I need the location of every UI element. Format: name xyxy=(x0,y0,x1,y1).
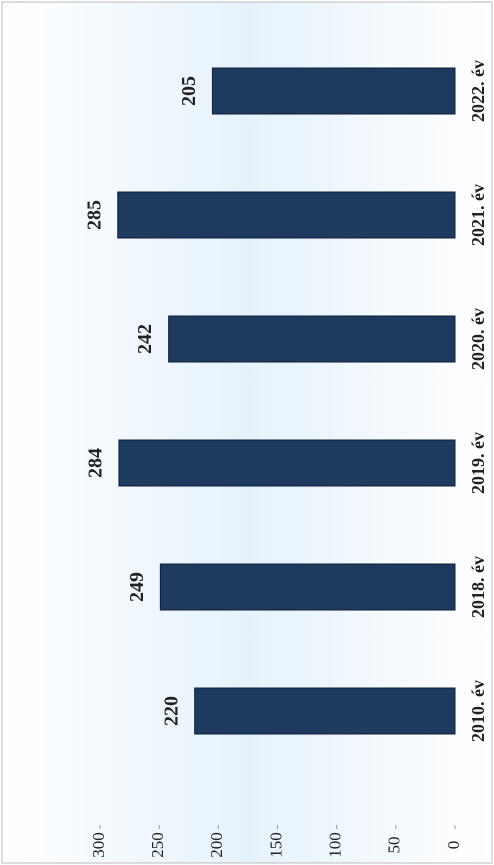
value-label: 205 xyxy=(178,76,200,106)
y-tick-label: 100 xyxy=(326,832,345,858)
y-tick-label: 200 xyxy=(207,832,226,858)
y-tick-label: 250 xyxy=(148,832,167,858)
value-label: 249 xyxy=(126,572,148,602)
x-tick-label: 2021. év xyxy=(468,184,488,246)
y-tick-label: 150 xyxy=(266,832,285,858)
x-tick-label: 2019. év xyxy=(468,432,488,494)
x-tick-label: 2018. év xyxy=(468,556,488,618)
bar xyxy=(168,315,456,363)
value-label: 285 xyxy=(83,200,105,230)
x-tick-label: 2022. év xyxy=(468,60,488,122)
value-label: 284 xyxy=(85,448,107,478)
y-tick-label: 300 xyxy=(89,832,108,858)
bar xyxy=(118,439,456,487)
bar xyxy=(194,687,456,735)
x-tick-label: 2010. év xyxy=(468,680,488,742)
value-label: 242 xyxy=(134,324,156,354)
y-tick-label: 50 xyxy=(385,837,404,854)
value-label: 220 xyxy=(160,696,182,726)
bar xyxy=(211,67,456,115)
plot-area: 0 50 100 150 200 250 300 2010. év 220 2018. év 249… xyxy=(83,60,488,858)
bar xyxy=(159,563,456,611)
y-tick-label: 0 xyxy=(444,841,463,850)
bar xyxy=(117,191,456,239)
x-tick-label: 2020. év xyxy=(468,308,488,370)
